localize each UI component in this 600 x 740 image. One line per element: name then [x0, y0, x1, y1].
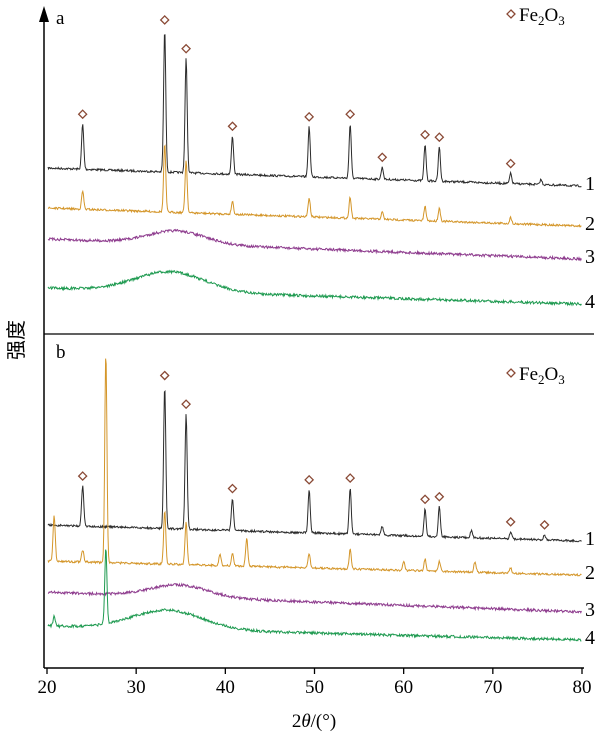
panel-b-curve-label-2: 2	[585, 562, 595, 584]
plot-area: 1 2 3 4 1 2 3 4	[47, 15, 595, 649]
fe2o3-peak-marker	[77, 471, 88, 481]
fe2o3-peak-marker	[345, 473, 356, 483]
panel-a-curve-label-2: 2	[585, 213, 595, 235]
panel-b-curve-label-3: 3	[585, 599, 595, 621]
fe2o3-peak-marker	[159, 370, 170, 381]
fe2o3-peak-marker	[539, 519, 550, 530]
panel-a-curve-label-1: 1	[585, 173, 595, 195]
fe2o3-peak-marker	[181, 399, 192, 410]
panel-b-letter: b	[56, 342, 66, 363]
x-tick-label: 30	[127, 677, 146, 698]
fe2o3-peak-marker	[159, 15, 170, 25]
fe2o3-peak-marker	[181, 43, 192, 54]
panel-b-curve-4	[47, 549, 582, 643]
panel-a-curve-4	[47, 269, 582, 307]
panel-b-curve-1	[47, 389, 582, 544]
fe2o3-peak-marker	[420, 129, 430, 140]
x-tick-label: 40	[216, 677, 235, 698]
fe2o3-peak-marker	[227, 483, 238, 494]
fe2o3-peak-marker	[227, 121, 238, 132]
panel-b-curve-3	[47, 582, 582, 615]
panel-a-curve-3	[47, 228, 582, 262]
panel-a-curve-1	[47, 34, 582, 188]
panel-a-curve-label-3: 3	[585, 246, 595, 268]
x-tick-label: 70	[483, 677, 502, 698]
fe2o3-marker-icon	[506, 9, 516, 19]
panel-a-curve-2	[47, 144, 582, 228]
x-tick-label: 60	[394, 677, 413, 698]
x-tick-label: 80	[573, 677, 592, 698]
y-axis-arrow	[39, 6, 49, 22]
fe2o3-peak-marker	[434, 491, 445, 502]
fe2o3-peak-marker	[434, 132, 445, 143]
fe2o3-peak-marker	[505, 516, 516, 527]
fe2o3-peak-marker	[77, 109, 88, 120]
fe2o3-peak-marker	[377, 152, 388, 163]
panel-b-curve-2	[47, 358, 582, 577]
panel-a-letter: a	[56, 8, 65, 29]
y-axis-label: 强度	[5, 320, 28, 360]
panel-b-curve-label-4: 4	[585, 627, 595, 649]
legend-fe2o3-text: Fe2O3	[519, 364, 565, 387]
legend-fe2o3-text: Fe2O3	[519, 5, 565, 28]
x-axis-ticks: 20 30 40 50 60 70 80	[38, 668, 592, 698]
fe2o3-peak-marker	[304, 111, 315, 122]
x-tick-label: 50	[305, 677, 324, 698]
legend-panel-a: Fe2O3	[506, 5, 565, 28]
panel-a-curve-label-4: 4	[585, 291, 595, 313]
panel-b-curve-label-1: 1	[585, 528, 595, 550]
fe2o3-peak-marker	[304, 474, 315, 485]
legend-panel-b: Fe2O3	[506, 364, 565, 387]
fe2o3-peak-marker	[345, 109, 356, 120]
fe2o3-peak-marker	[420, 494, 430, 505]
x-tick-label: 20	[38, 677, 57, 698]
x-axis-label: 2θ/(°)	[292, 711, 336, 732]
fe2o3-peak-marker	[505, 158, 516, 169]
fe2o3-marker-icon	[506, 368, 516, 378]
